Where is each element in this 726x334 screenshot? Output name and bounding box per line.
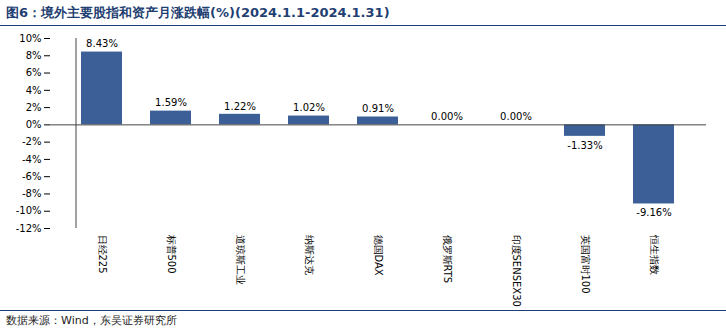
svg-text:-8%: -8% bbox=[22, 188, 41, 199]
svg-text:-6%: -6% bbox=[22, 171, 41, 182]
svg-text:-9.16%: -9.16% bbox=[636, 207, 671, 218]
svg-text:-4%: -4% bbox=[22, 154, 41, 165]
html-text:数据来源：Wind，东吴证券研究所: 数据来源：Wind，东吴证券研究所 bbox=[6, 314, 177, 327]
svg-text:4%: 4% bbox=[26, 85, 42, 96]
svg-text:1.22%: 1.22% bbox=[224, 101, 256, 112]
svg-text:1.59%: 1.59% bbox=[155, 97, 187, 108]
svg-text:0.91%: 0.91% bbox=[362, 103, 394, 114]
svg-text:纳斯达克: 纳斯达克 bbox=[304, 235, 315, 275]
svg-text:1.02%: 1.02% bbox=[293, 102, 325, 113]
svg-text:-2%: -2% bbox=[22, 136, 41, 147]
svg-text:-10%: -10% bbox=[16, 205, 42, 216]
svg-text:0.00%: 0.00% bbox=[431, 111, 463, 122]
svg-text:-12%: -12% bbox=[16, 223, 42, 234]
svg-text:8%: 8% bbox=[26, 50, 42, 61]
svg-text:英国富时100: 英国富时100 bbox=[580, 235, 591, 294]
svg-text:日经225: 日经225 bbox=[97, 235, 108, 274]
svg-text:标普500: 标普500 bbox=[166, 234, 177, 274]
svg-text:0.00%: 0.00% bbox=[500, 111, 532, 122]
svg-text:俄罗斯RTS: 俄罗斯RTS bbox=[442, 235, 453, 284]
svg-text:道琼斯工业: 道琼斯工业 bbox=[235, 235, 246, 285]
svg-text:德国DAX: 德国DAX bbox=[373, 235, 384, 276]
svg-text:0%: 0% bbox=[26, 119, 42, 130]
svg-text:印度SENSEX30: 印度SENSEX30 bbox=[511, 235, 522, 307]
svg-text:恒生指数: 恒生指数 bbox=[649, 234, 660, 275]
svg-text:2%: 2% bbox=[26, 102, 42, 113]
svg-text:-1.33%: -1.33% bbox=[567, 140, 602, 151]
svg-text:8.43%: 8.43% bbox=[86, 38, 118, 49]
svg-text:6%: 6% bbox=[26, 67, 42, 78]
html-text:图6：境外主要股指和资产月涨跌幅(%)(2024.1.1-2: 图6：境外主要股指和资产月涨跌幅(%)(2024.1.1-2024.1.31) bbox=[6, 5, 390, 20]
svg-text:10%: 10% bbox=[19, 33, 41, 44]
